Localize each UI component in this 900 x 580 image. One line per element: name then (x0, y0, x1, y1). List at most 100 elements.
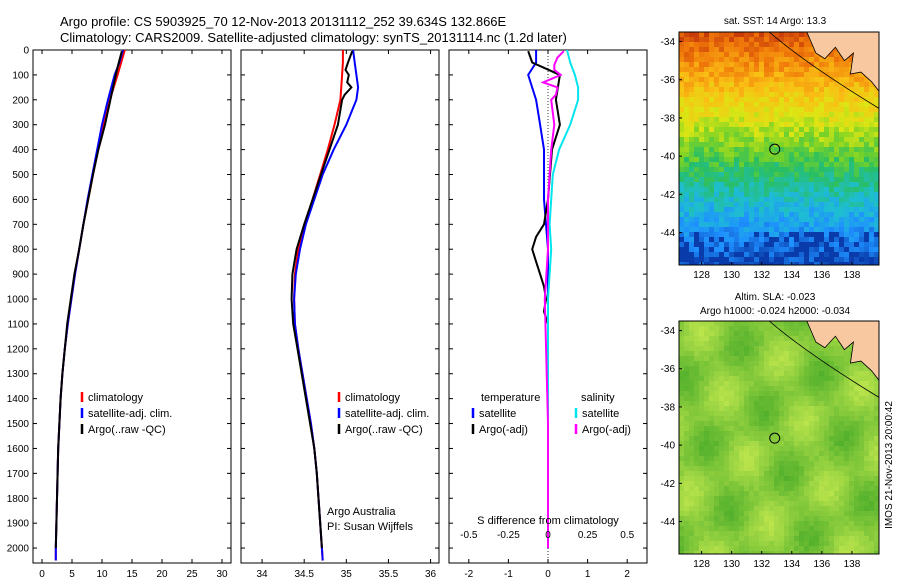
map-cell (834, 102, 839, 107)
map-cell (679, 122, 684, 127)
map-cell (844, 192, 849, 197)
map-cell (739, 177, 744, 182)
map-cell (774, 217, 779, 222)
map-cell (694, 536, 699, 541)
map-cell (779, 481, 784, 486)
map-cell (789, 162, 794, 167)
map-cell (874, 237, 879, 242)
map-cell (764, 147, 769, 152)
map-cell (794, 62, 799, 67)
map-cell (694, 526, 699, 531)
map-cell (849, 192, 854, 197)
map-cell (809, 227, 814, 232)
map-cell (694, 381, 699, 386)
map-cell (799, 127, 804, 132)
map-cell (814, 466, 819, 471)
map-cell (694, 331, 699, 336)
map-cell (744, 62, 749, 67)
map-cell (764, 361, 769, 366)
map-cell (684, 157, 689, 162)
map-cell (774, 82, 779, 87)
map-cell (874, 506, 879, 511)
map-cell (849, 431, 854, 436)
map-cell (794, 32, 799, 37)
map-cell (739, 162, 744, 167)
map-cell (689, 242, 694, 247)
map-cell (734, 321, 739, 326)
map-cell (834, 526, 839, 531)
map-cell (814, 217, 819, 222)
map-cell (864, 531, 869, 536)
map-cell (719, 82, 724, 87)
map-cell (779, 341, 784, 346)
map-cell (719, 132, 724, 137)
map-cell (864, 177, 869, 182)
map-cell (784, 222, 789, 227)
map-cell (799, 32, 804, 37)
map-cell (859, 232, 864, 237)
map-cell (824, 456, 829, 461)
map-cell (744, 52, 749, 57)
map-cell (844, 466, 849, 471)
map-cell (714, 147, 719, 152)
map-cell (859, 416, 864, 421)
map-cell (694, 551, 699, 554)
map-cell (874, 182, 879, 187)
map-cell (694, 411, 699, 416)
map-cell (749, 441, 754, 446)
map-cell (854, 456, 859, 461)
map-cell (769, 506, 774, 511)
series-group (527, 50, 580, 563)
map-cell (864, 466, 869, 471)
map-cell (694, 496, 699, 501)
map-cell (779, 331, 784, 336)
map-cell (714, 536, 719, 541)
map-cell (759, 137, 764, 142)
map-cell (824, 217, 829, 222)
map-cell (774, 262, 779, 265)
map-cell (694, 77, 699, 82)
map-cell (789, 456, 794, 461)
map-cell (709, 471, 714, 476)
map-cell (774, 451, 779, 456)
map-cell (819, 521, 824, 526)
map-cell (854, 411, 859, 416)
map-cell (814, 426, 819, 431)
map-cell (734, 112, 739, 117)
map-cell (694, 391, 699, 396)
map-cell (719, 217, 724, 222)
y-tick-label: 100 (12, 70, 29, 81)
map-cell (709, 496, 714, 501)
map-cell (834, 451, 839, 456)
map-cell (769, 177, 774, 182)
map-cell (794, 521, 799, 526)
x-tick-label: 130 (723, 559, 740, 570)
map-cell (699, 451, 704, 456)
map-cell (759, 217, 764, 222)
map-cell (784, 237, 789, 242)
map-cell (699, 32, 704, 37)
map-cell (859, 252, 864, 257)
map-cell (724, 132, 729, 137)
map-cell (704, 536, 709, 541)
map-cell (724, 426, 729, 431)
map-cell (709, 42, 714, 47)
map-cell (689, 536, 694, 541)
map-cell (834, 262, 839, 265)
map-cell (684, 336, 689, 341)
map-cell (719, 37, 724, 42)
map-cell (724, 346, 729, 351)
map-cell (779, 416, 784, 421)
map-cell (719, 551, 724, 554)
x-tick-label: 25 (186, 569, 198, 580)
map-cell (704, 466, 709, 471)
map-cell (804, 92, 809, 97)
map-cell (739, 82, 744, 87)
map-cell (694, 546, 699, 551)
map-cell (684, 456, 689, 461)
map-cell (679, 32, 684, 37)
map-cell (744, 32, 749, 37)
map-cell (839, 172, 844, 177)
map-cell (874, 87, 879, 92)
map-cell (729, 72, 734, 77)
